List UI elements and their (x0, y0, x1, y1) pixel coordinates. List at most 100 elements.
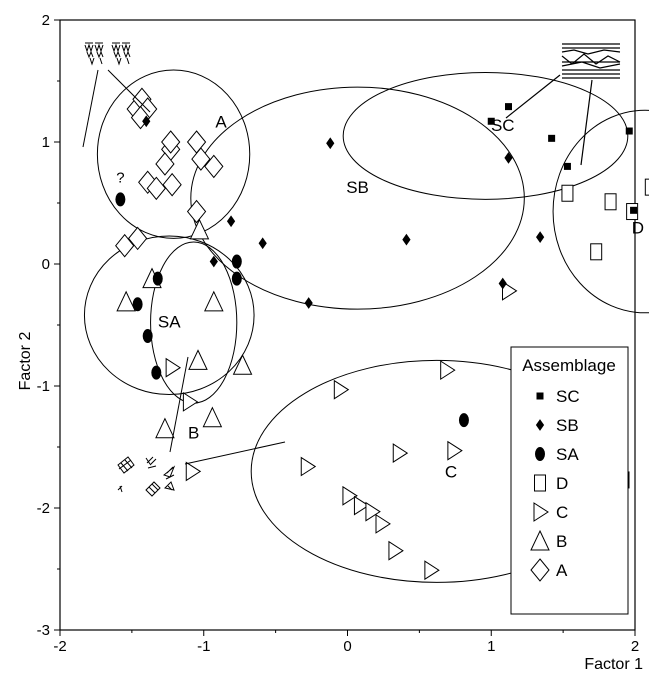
point-sc (563, 162, 571, 170)
point-sb (258, 237, 267, 250)
point-sa (231, 271, 242, 286)
point-d (590, 243, 603, 261)
point-c (182, 391, 199, 412)
legend-label-d: D (556, 474, 568, 493)
point-c (447, 440, 463, 461)
point-sa (132, 297, 143, 312)
point-a (130, 105, 151, 130)
group-label-b: B (188, 423, 199, 442)
legend-marker-sb (535, 419, 545, 431)
group-ellipse-d (552, 109, 649, 314)
point-b (189, 218, 210, 240)
point-c (333, 379, 350, 400)
y-tick-label: -3 (37, 622, 50, 639)
point-sc (548, 134, 556, 142)
point-c (342, 485, 358, 506)
legend-label-sa: SA (556, 445, 579, 464)
point-c (165, 357, 182, 378)
point-sa (231, 254, 242, 269)
point-a (127, 226, 148, 251)
point-sb (142, 115, 151, 128)
legend-marker-sa (535, 447, 545, 461)
point-b (202, 406, 223, 428)
legend-label-b: B (556, 532, 567, 551)
point-b (232, 354, 253, 375)
point-sb (402, 233, 411, 246)
point-a (155, 152, 175, 176)
group-label-d: D (632, 218, 644, 237)
point-sa (151, 365, 162, 380)
point-sc (505, 103, 512, 111)
point-c (502, 280, 518, 301)
artifact-sketch-bottom-left (117, 356, 286, 497)
legend-marker-b (530, 529, 550, 551)
point-sb (209, 255, 218, 268)
x-tick-label: 1 (487, 638, 495, 655)
group-label-a: A (215, 112, 227, 131)
group-ellipse-a (96, 69, 251, 239)
point-d (644, 178, 649, 196)
point-c (365, 501, 381, 522)
legend-marker-sc (536, 392, 544, 400)
legend-title: Assemblage (522, 356, 616, 375)
y-axis-label: Factor 2 (17, 332, 34, 391)
point-sa (142, 328, 153, 343)
y-tick-label: -1 (37, 378, 50, 395)
group-ellipse-sb (190, 86, 525, 310)
legend-marker-c (533, 502, 549, 522)
point-sa (458, 413, 469, 428)
point-c (185, 461, 202, 482)
group-label-sb: SB (346, 178, 369, 197)
point-b (116, 290, 136, 312)
point-sb (498, 277, 507, 290)
point-a (186, 130, 207, 154)
point-sc (487, 117, 495, 125)
y-tick-label: 2 (42, 12, 50, 29)
point-b (155, 417, 175, 439)
point-a (146, 176, 166, 201)
point-sb (536, 231, 545, 244)
legend-marker-d (534, 474, 546, 492)
annotation-question-mark: ? (116, 169, 124, 186)
point-b (204, 290, 224, 312)
point-a (191, 147, 211, 171)
point-sa (115, 192, 126, 207)
point-c (375, 513, 391, 534)
x-tick-label: 0 (343, 638, 351, 655)
legend-label-a: A (556, 561, 568, 580)
x-axis-label: Factor 1 (584, 656, 643, 673)
y-tick-label: 1 (42, 134, 50, 151)
point-c (388, 540, 404, 561)
legend-marker-a (530, 558, 550, 582)
point-sc (625, 127, 633, 135)
legend-label-c: C (556, 503, 568, 522)
group-ellipse-sa (83, 235, 255, 396)
point-sb (326, 137, 335, 150)
point-sb (304, 297, 313, 309)
legend-box (510, 346, 629, 615)
group-ellipse-sc (342, 71, 629, 200)
legend-label-sc: SC (556, 387, 580, 406)
point-sa (152, 271, 163, 286)
point-c (392, 443, 409, 464)
point-c (424, 560, 440, 581)
point-d (604, 193, 617, 211)
legend-label-sb: SB (556, 416, 579, 435)
point-a (186, 199, 207, 224)
y-tick-label: -2 (37, 500, 50, 517)
point-c (353, 495, 370, 516)
point-c (300, 456, 317, 477)
artifact-sketch-top-right (505, 43, 621, 166)
point-a (161, 130, 181, 154)
point-a (115, 233, 135, 258)
x-tick-label: -2 (53, 638, 66, 655)
point-d (561, 184, 574, 202)
point-sb (504, 151, 513, 164)
point-b (188, 349, 208, 370)
point-sc (630, 206, 638, 214)
group-label-sa: SA (158, 312, 181, 331)
y-tick-label: 0 (42, 256, 50, 273)
group-label-sc: SC (491, 116, 515, 135)
